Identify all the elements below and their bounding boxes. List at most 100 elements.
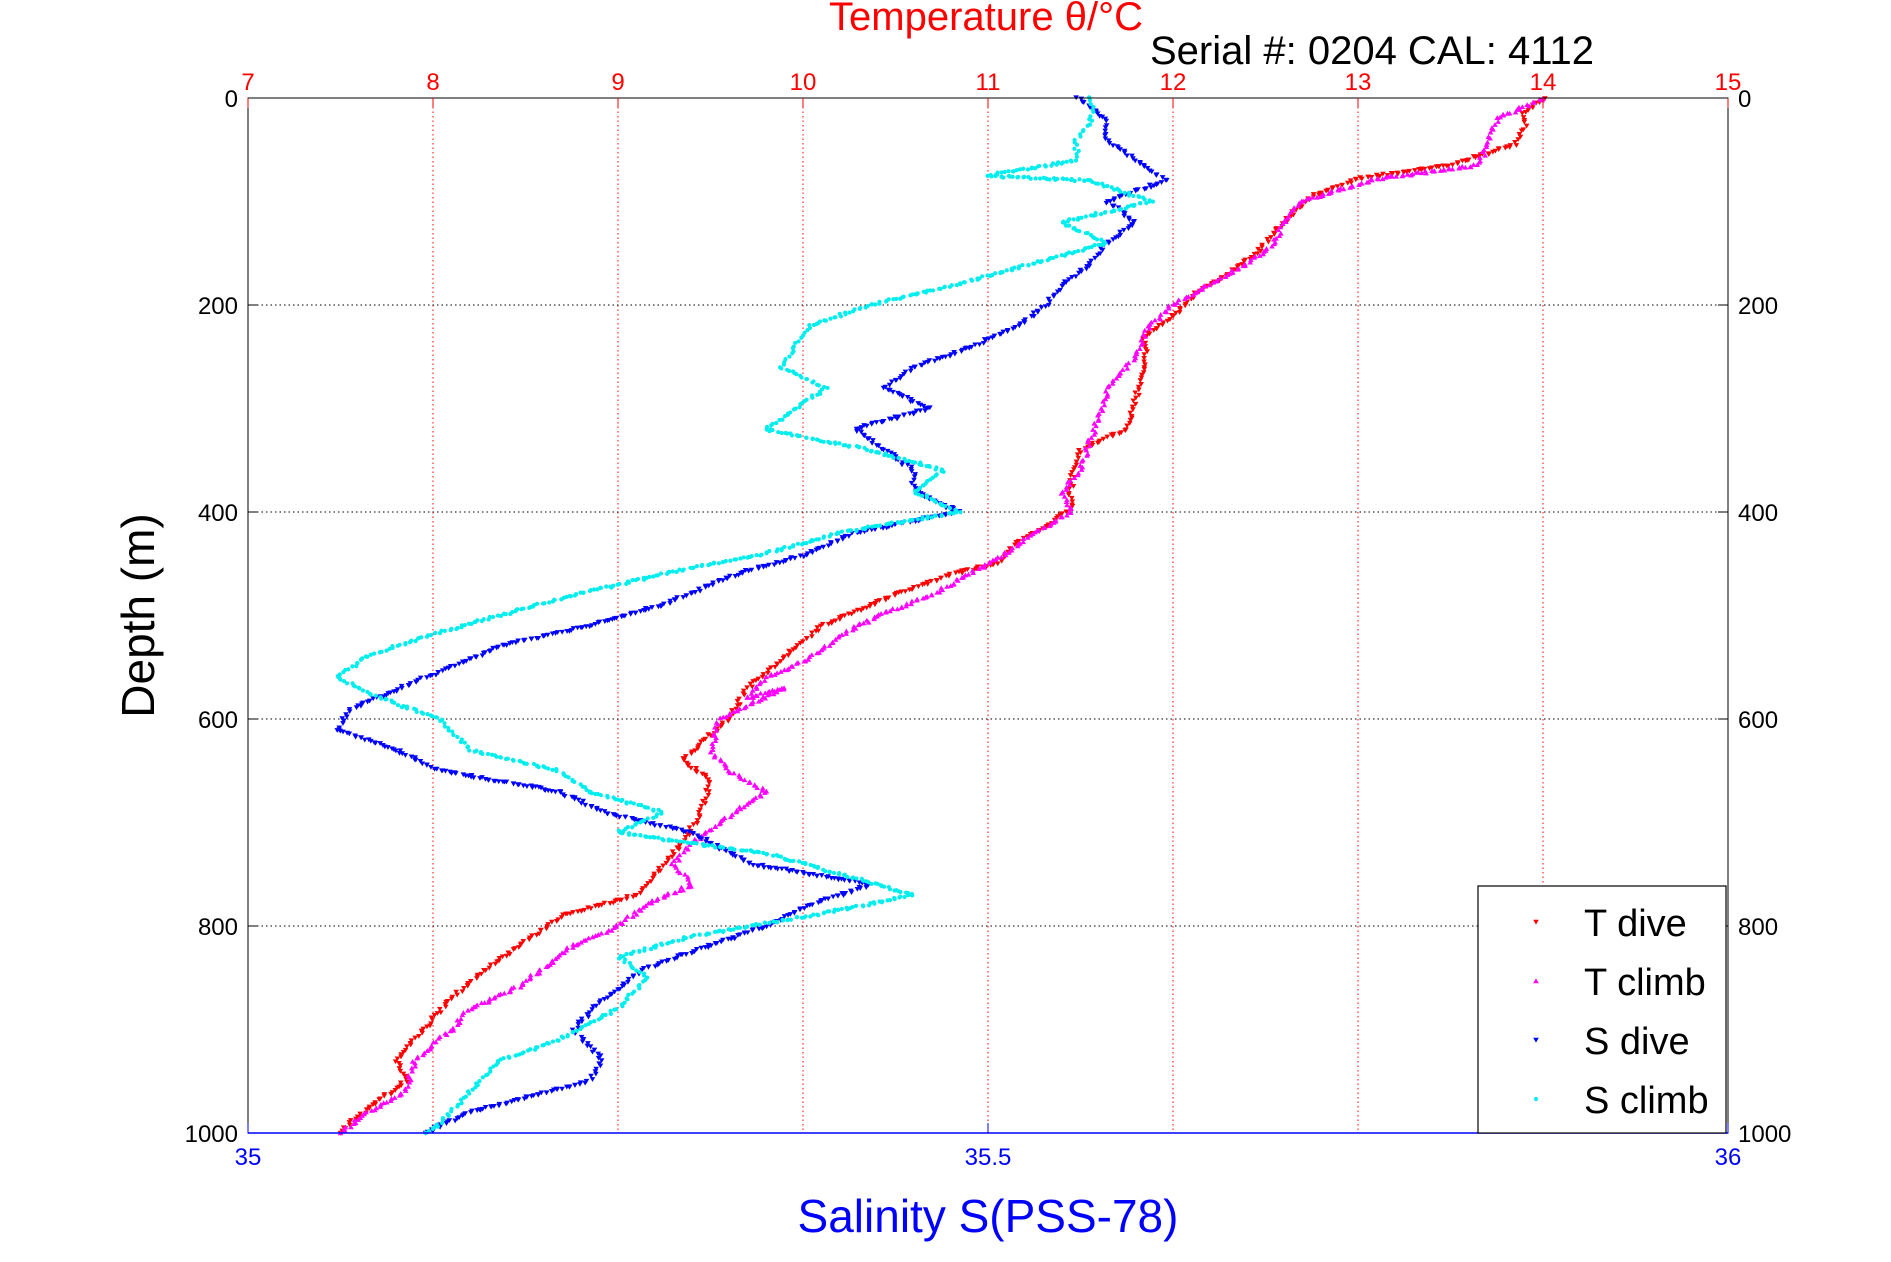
data-point (908, 480, 915, 486)
data-point (574, 1028, 579, 1033)
data-point (1137, 194, 1142, 199)
data-point (716, 821, 723, 827)
data-point (771, 919, 776, 924)
data-point (677, 567, 682, 572)
data-point (726, 712, 733, 718)
tick-label-temperature: 15 (1715, 69, 1742, 96)
data-point (1099, 114, 1106, 120)
data-point (674, 838, 679, 844)
data-point (704, 932, 709, 937)
data-point (655, 962, 661, 968)
data-point (985, 173, 990, 178)
data-point (954, 283, 959, 288)
data-point (433, 766, 440, 772)
data-point (625, 976, 632, 982)
data-point (1080, 248, 1086, 253)
data-point (1148, 185, 1154, 190)
data-series (334, 95, 1548, 1136)
data-point (950, 506, 957, 512)
data-point (479, 618, 485, 624)
data-point (892, 888, 897, 893)
tick-label-temperature: 8 (426, 69, 439, 96)
data-point (1043, 524, 1050, 529)
data-point (1017, 167, 1023, 172)
data-point (1085, 123, 1090, 128)
data-point (370, 696, 376, 702)
data-point (677, 870, 683, 876)
data-point (774, 661, 781, 667)
data-point (1140, 370, 1147, 376)
data-point (1479, 149, 1486, 155)
data-point (1102, 396, 1109, 402)
data-point (934, 589, 940, 595)
data-point (694, 564, 699, 569)
data-point (836, 872, 842, 877)
data-point (1105, 138, 1112, 144)
data-point (1487, 129, 1494, 135)
data-point (625, 997, 630, 1002)
data-point (693, 769, 700, 775)
data-point (1476, 159, 1483, 165)
data-point (1073, 459, 1080, 465)
data-point (720, 560, 725, 565)
data-point (761, 850, 766, 855)
data-point (1459, 163, 1465, 169)
data-point (501, 990, 508, 996)
data-point (442, 666, 449, 672)
data-point (1059, 252, 1064, 258)
data-point (582, 802, 589, 808)
data-point (378, 1101, 384, 1107)
data-point (822, 910, 827, 915)
tick-label-depth-left: 600 (198, 707, 238, 734)
data-point (527, 976, 533, 982)
data-point (658, 571, 664, 576)
data-point (631, 832, 637, 837)
series-s-climb (335, 95, 1156, 1136)
data-point (810, 395, 815, 400)
data-point (1314, 194, 1320, 200)
data-point (1234, 264, 1241, 270)
data-point (1152, 317, 1158, 323)
data-point (696, 835, 702, 841)
data-point (1393, 173, 1400, 179)
data-point (975, 277, 980, 282)
data-point (695, 746, 701, 752)
data-point (702, 774, 709, 780)
data-point (678, 839, 683, 844)
data-point (723, 765, 729, 771)
data-point (801, 554, 807, 560)
data-point (432, 631, 438, 636)
data-point (630, 825, 635, 830)
data-point (1117, 147, 1123, 152)
data-point (479, 653, 486, 659)
data-point (808, 914, 813, 919)
data-point (1087, 98, 1093, 103)
data-point (460, 660, 467, 666)
data-point (619, 798, 624, 804)
data-point (944, 583, 950, 589)
data-point (791, 543, 796, 548)
data-point (698, 739, 704, 745)
data-point (592, 621, 599, 627)
data-point (462, 740, 467, 745)
data-point (841, 877, 848, 883)
data-point (1290, 207, 1296, 213)
data-point (583, 1023, 588, 1028)
data-point (1395, 171, 1401, 177)
data-point (363, 1107, 370, 1113)
data-point (380, 1100, 387, 1106)
data-point (818, 873, 825, 878)
data-point (734, 708, 741, 714)
data-point (417, 675, 424, 681)
data-point (782, 414, 788, 419)
data-point (898, 296, 903, 301)
data-point (750, 862, 756, 868)
data-point (433, 672, 439, 678)
data-point (909, 598, 915, 604)
data-point (384, 648, 389, 653)
data-point (1071, 475, 1078, 481)
data-point (492, 961, 499, 967)
data-point (1121, 150, 1128, 156)
data-point (1059, 514, 1065, 520)
data-point (744, 695, 750, 700)
